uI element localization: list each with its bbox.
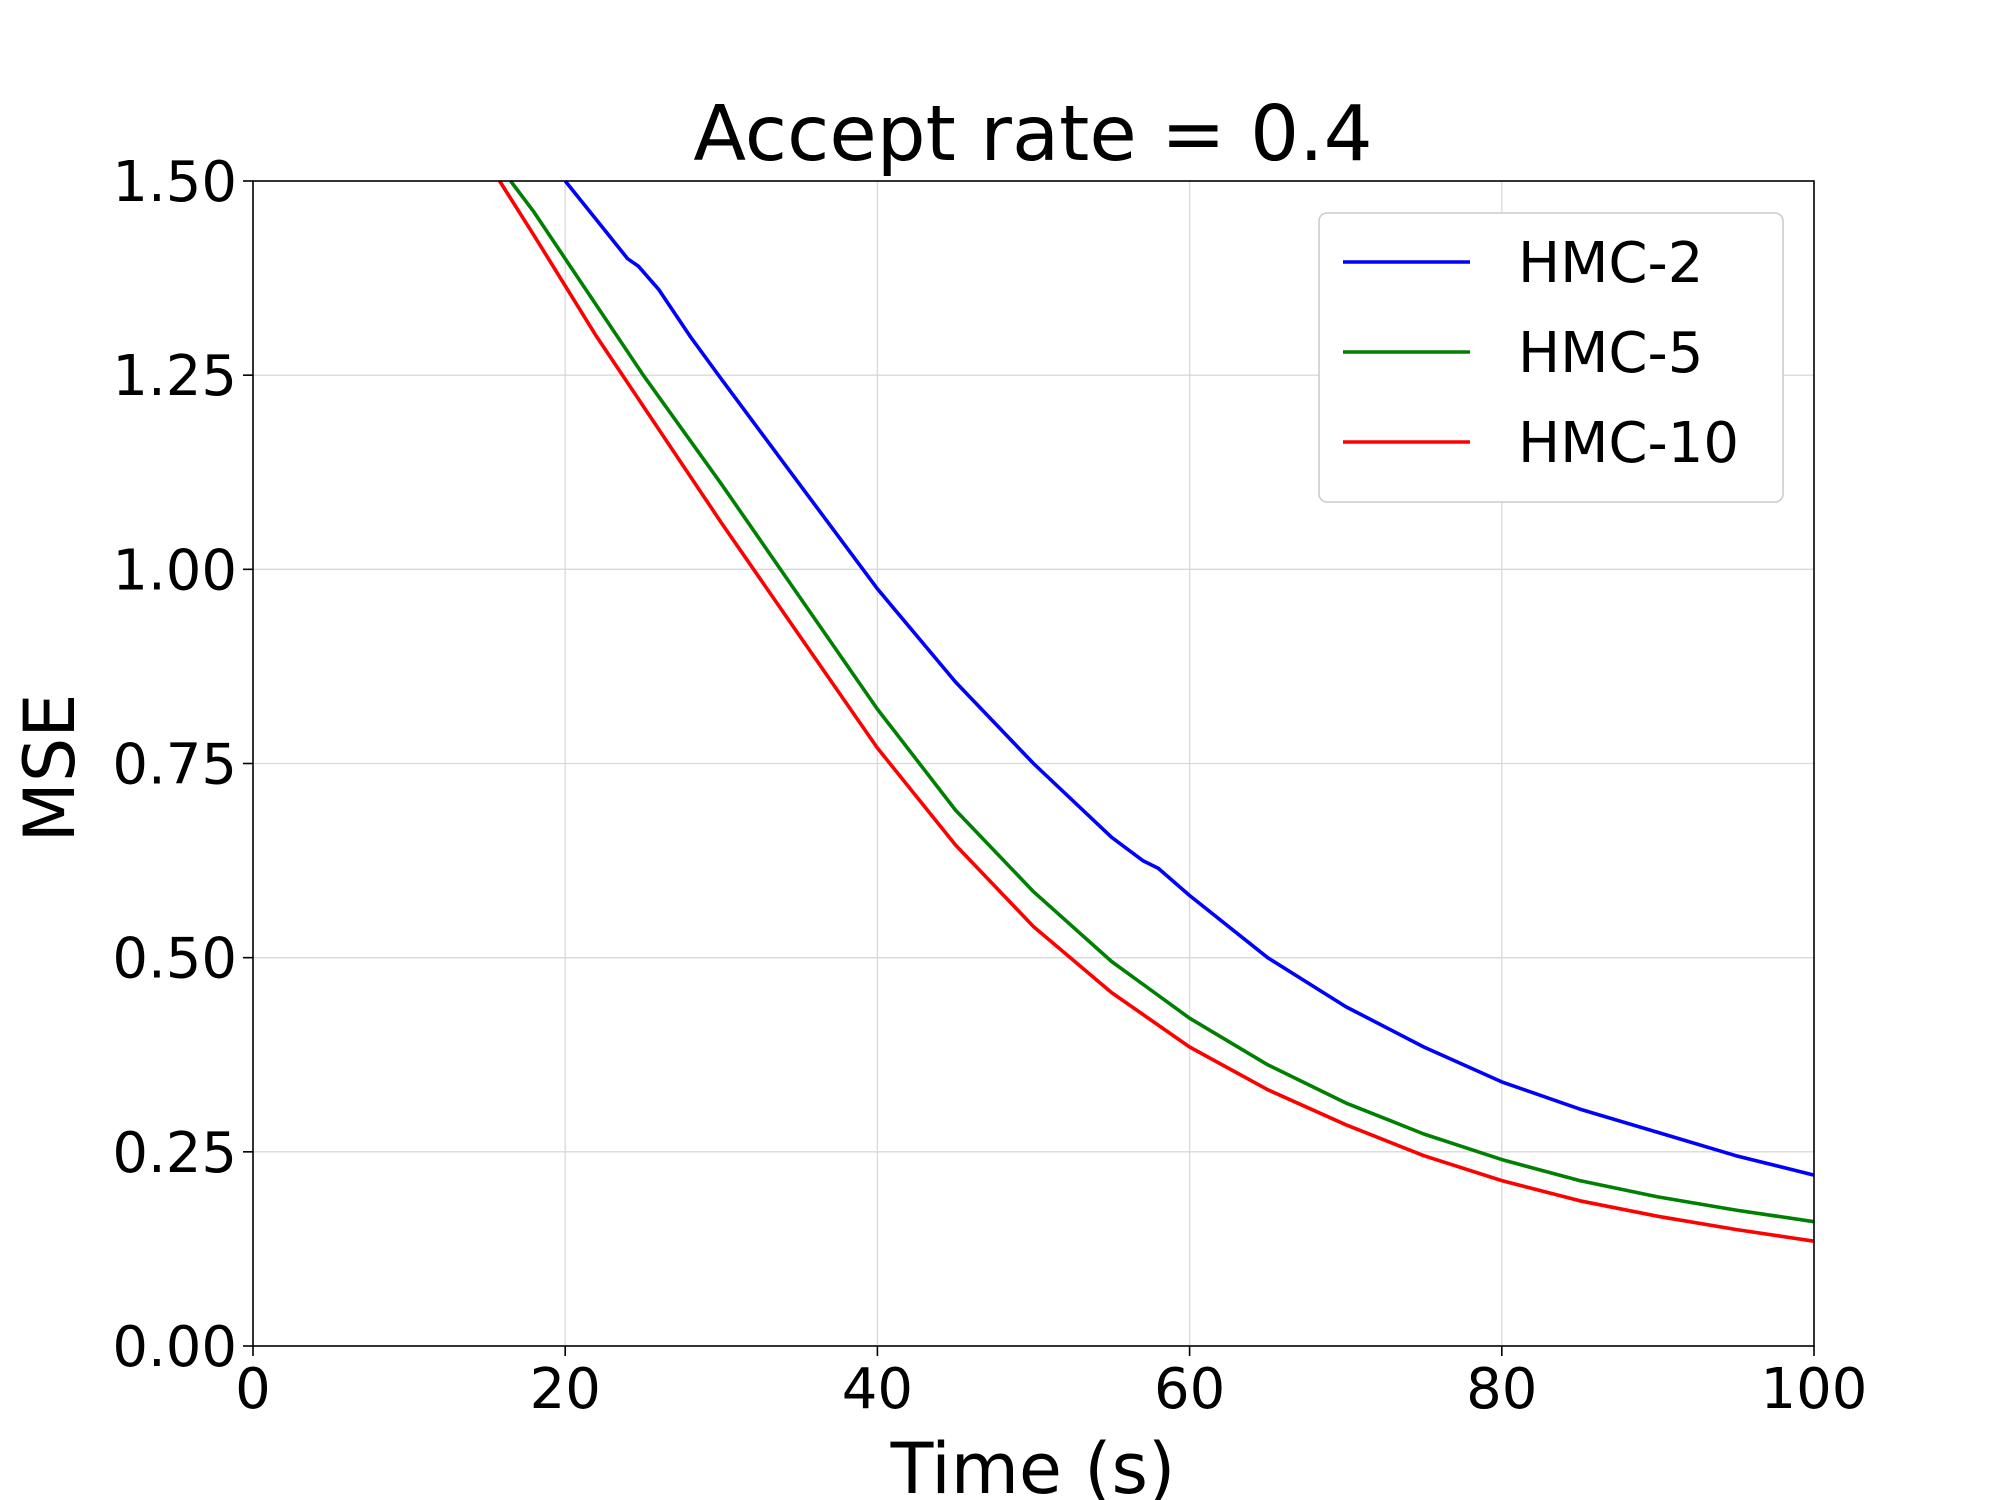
x-tick-label: 40 xyxy=(842,1357,913,1422)
x-tick-label: 20 xyxy=(530,1357,601,1422)
chart-title: Accept rate = 0.4 xyxy=(693,90,1372,179)
legend-label-hmc-5: HMC-5 xyxy=(1518,321,1703,386)
y-tick-label: 0.75 xyxy=(112,733,237,798)
y-tick-label: 0.50 xyxy=(112,927,237,992)
y-tick-label: 1.50 xyxy=(112,150,237,215)
legend: HMC-2 HMC-5 HMC-10 xyxy=(1318,212,1784,503)
legend-label-hmc-10: HMC-10 xyxy=(1518,411,1739,476)
y-tick-label: 1.00 xyxy=(112,538,237,603)
series-line-hmc-2 xyxy=(563,179,1815,1177)
legend-frame xyxy=(1318,212,1784,503)
y-axis-label: MSE xyxy=(9,693,91,842)
series-line-hmc-5 xyxy=(509,179,1815,1224)
x-axis-label: Time (s) xyxy=(890,1428,1176,1500)
x-tick-label: 60 xyxy=(1154,1357,1225,1422)
x-tick-label: 100 xyxy=(1761,1357,1868,1422)
axis-ticks: 0 20 40 60 80 100 0.00 0.25 0.50 0.75 1.00 1.25 1.50 xyxy=(112,150,1867,1422)
y-tick-label: 0.25 xyxy=(112,1121,237,1186)
legend-label-hmc-2: HMC-2 xyxy=(1518,231,1703,296)
x-tick-label: 80 xyxy=(1466,1357,1537,1422)
x-tick-label: 0 xyxy=(235,1357,271,1422)
series-line-hmc-10 xyxy=(498,180,1815,1243)
y-tick-label: 1.25 xyxy=(112,344,237,409)
y-tick-label: 0.00 xyxy=(112,1315,237,1380)
series-lines xyxy=(498,179,1815,1243)
